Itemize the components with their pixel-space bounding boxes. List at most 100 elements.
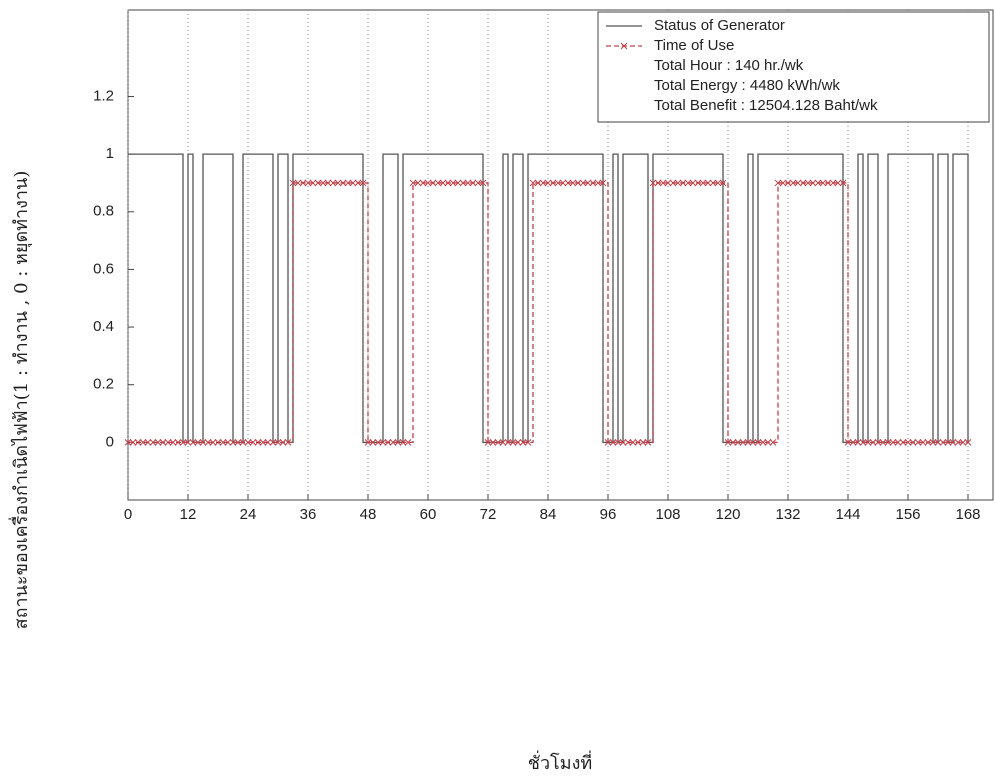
marker-x	[784, 179, 792, 187]
marker-x	[459, 179, 467, 187]
marker	[389, 438, 397, 446]
marker-x	[799, 179, 807, 187]
marker-x	[759, 438, 767, 446]
marker	[174, 438, 182, 446]
marker	[649, 179, 657, 187]
marker-x	[574, 179, 582, 187]
marker-x	[259, 438, 267, 446]
marker	[269, 438, 277, 446]
marker-x	[734, 438, 742, 446]
marker	[169, 438, 177, 446]
marker-x	[889, 438, 897, 446]
marker	[404, 438, 412, 446]
marker	[259, 438, 267, 446]
marker-x	[859, 438, 867, 446]
marker-x	[449, 179, 457, 187]
marker-x	[739, 438, 747, 446]
marker	[629, 438, 637, 446]
y-tick-label: 1	[106, 145, 114, 162]
marker-x	[439, 179, 447, 187]
marker	[624, 438, 632, 446]
marker-x	[324, 179, 332, 187]
marker	[349, 179, 357, 187]
marker-x	[374, 438, 382, 446]
marker-x	[959, 438, 967, 446]
marker	[374, 438, 382, 446]
legend: Status of Generator Time of Use Total Hour…	[597, 11, 990, 123]
marker	[569, 179, 577, 187]
marker-x	[169, 438, 177, 446]
marker	[734, 438, 742, 446]
marker	[869, 438, 877, 446]
marker	[959, 438, 967, 446]
marker-x	[464, 179, 472, 187]
marker	[579, 179, 587, 187]
marker-x	[524, 438, 532, 446]
marker-x	[614, 438, 622, 446]
marker	[469, 179, 477, 187]
marker-x	[834, 179, 842, 187]
marker-x	[489, 438, 497, 446]
marker-x	[514, 438, 522, 446]
marker-x	[634, 438, 642, 446]
marker	[714, 179, 722, 187]
marker-x	[244, 438, 252, 446]
marker	[784, 179, 792, 187]
marker-x	[219, 438, 227, 446]
marker-x	[199, 438, 207, 446]
marker-x	[239, 438, 247, 446]
marker	[279, 438, 287, 446]
marker	[299, 179, 307, 187]
marker-x	[664, 179, 672, 187]
marker-x	[139, 438, 147, 446]
x-tick-label: 96	[600, 506, 617, 523]
marker	[614, 438, 622, 446]
marker-x	[274, 438, 282, 446]
annotation: Total Benefit : 12504.128 Baht/wk	[654, 97, 878, 114]
marker-x	[769, 438, 777, 446]
marker	[139, 438, 147, 446]
x-tick-label: 60	[420, 506, 437, 523]
marker	[334, 179, 342, 187]
marker	[239, 438, 247, 446]
legend-label: Time of Use	[654, 37, 734, 54]
marker	[619, 438, 627, 446]
marker-x	[214, 438, 222, 446]
marker-x	[724, 438, 732, 446]
marker	[664, 179, 672, 187]
marker	[789, 179, 797, 187]
x-tick-label: 72	[480, 506, 497, 523]
marker-x	[894, 438, 902, 446]
marker	[274, 438, 282, 446]
marker	[819, 179, 827, 187]
marker	[214, 438, 222, 446]
marker-x	[544, 179, 552, 187]
marker-x	[204, 438, 212, 446]
marker-x	[924, 438, 932, 446]
marker	[834, 179, 842, 187]
marker-x	[954, 438, 962, 446]
marker	[479, 179, 487, 187]
marker	[289, 179, 297, 187]
marker	[634, 438, 642, 446]
x-tick-label: 12	[180, 506, 197, 523]
marker	[344, 179, 352, 187]
marker-x	[919, 438, 927, 446]
marker-x	[659, 179, 667, 187]
marker	[799, 179, 807, 187]
marker	[609, 438, 617, 446]
marker-x	[144, 438, 152, 446]
marker	[424, 179, 432, 187]
marker-x	[534, 179, 542, 187]
marker	[454, 179, 462, 187]
marker-x	[579, 179, 587, 187]
marker-x	[904, 438, 912, 446]
marker-x	[939, 438, 947, 446]
marker	[549, 179, 557, 187]
marker-x	[949, 438, 957, 446]
marker-x	[864, 438, 872, 446]
marker-x	[964, 438, 972, 446]
marker	[329, 179, 337, 187]
marker	[339, 179, 347, 187]
marker	[964, 438, 972, 446]
